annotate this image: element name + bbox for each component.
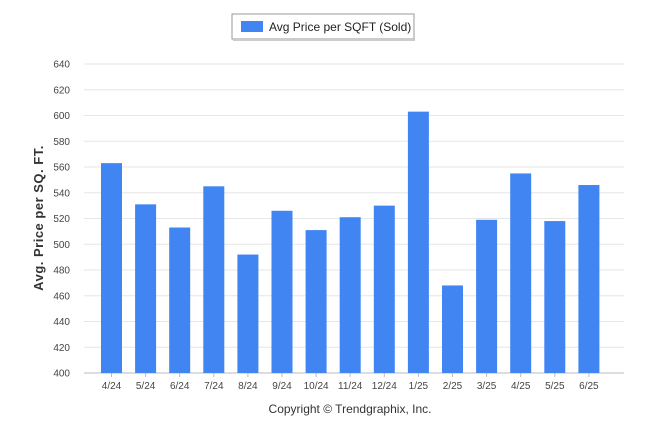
y-tick-label: 640 — [53, 60, 70, 71]
x-tick-label: 7/24 — [204, 381, 224, 392]
y-axis-title: Avg. Price per SQ. FT. — [31, 145, 46, 291]
x-tick-label: 2/25 — [443, 381, 463, 392]
bar[interactable] — [510, 173, 532, 373]
bar[interactable] — [407, 111, 429, 373]
copyright-text: Copyright © Trendgraphix, Inc. — [269, 402, 432, 416]
x-tick-label: 4/25 — [511, 381, 531, 392]
bar[interactable] — [476, 219, 498, 373]
x-tick-label: 12/24 — [372, 381, 397, 392]
y-tick-label: 600 — [53, 111, 70, 122]
x-tick-label: 5/24 — [136, 381, 156, 392]
bar[interactable] — [101, 163, 122, 373]
bar[interactable] — [442, 285, 463, 373]
bar[interactable] — [135, 204, 157, 373]
x-tick-label: 11/24 — [338, 381, 363, 392]
legend: Avg Price per SQFT (Sold) — [231, 13, 415, 41]
x-tick-label: 9/24 — [272, 381, 292, 392]
x-tick-label: 10/24 — [304, 381, 329, 392]
bar[interactable] — [169, 227, 191, 373]
y-tick-label: 620 — [53, 85, 70, 96]
bar[interactable] — [578, 185, 600, 373]
x-tick-label: 1/25 — [409, 381, 429, 392]
y-tick-label: 520 — [53, 214, 70, 225]
y-tick-label: 540 — [53, 188, 70, 199]
x-tick-label: 6/25 — [579, 381, 599, 392]
y-tick-label: 480 — [53, 266, 70, 277]
y-tick-label: 420 — [53, 343, 70, 354]
legend-swatch — [241, 21, 263, 32]
y-tick-label: 500 — [53, 240, 70, 251]
bar[interactable] — [237, 254, 259, 373]
x-axis-ticks: 4/24 5/24 6/24 7/24 8/24 9/24 10/24 11/24 12/24 1… — [102, 373, 599, 392]
x-tick-label: 3/25 — [477, 381, 497, 392]
bar[interactable] — [271, 210, 293, 373]
x-tick-label: 5/25 — [545, 381, 565, 392]
y-tick-label: 440 — [53, 317, 70, 328]
legend-label: Avg Price per SQFT (Sold) — [269, 20, 411, 34]
bar[interactable] — [203, 186, 225, 373]
y-axis-ticks: 400 420 440 460 480 500 520 540 560 580 600 620 640 — [53, 60, 70, 380]
y-tick-label: 580 — [53, 137, 70, 148]
bar[interactable] — [305, 230, 327, 373]
y-tick-label: 560 — [53, 163, 70, 174]
bars — [101, 111, 600, 373]
bar[interactable] — [339, 217, 361, 373]
y-tick-label: 460 — [53, 291, 70, 302]
bar[interactable] — [373, 205, 395, 373]
x-tick-label: 4/24 — [102, 381, 122, 392]
y-tick-label: 400 — [53, 369, 70, 380]
bar[interactable] — [544, 221, 566, 373]
x-tick-label: 6/24 — [170, 381, 190, 392]
x-tick-label: 8/24 — [238, 381, 258, 392]
